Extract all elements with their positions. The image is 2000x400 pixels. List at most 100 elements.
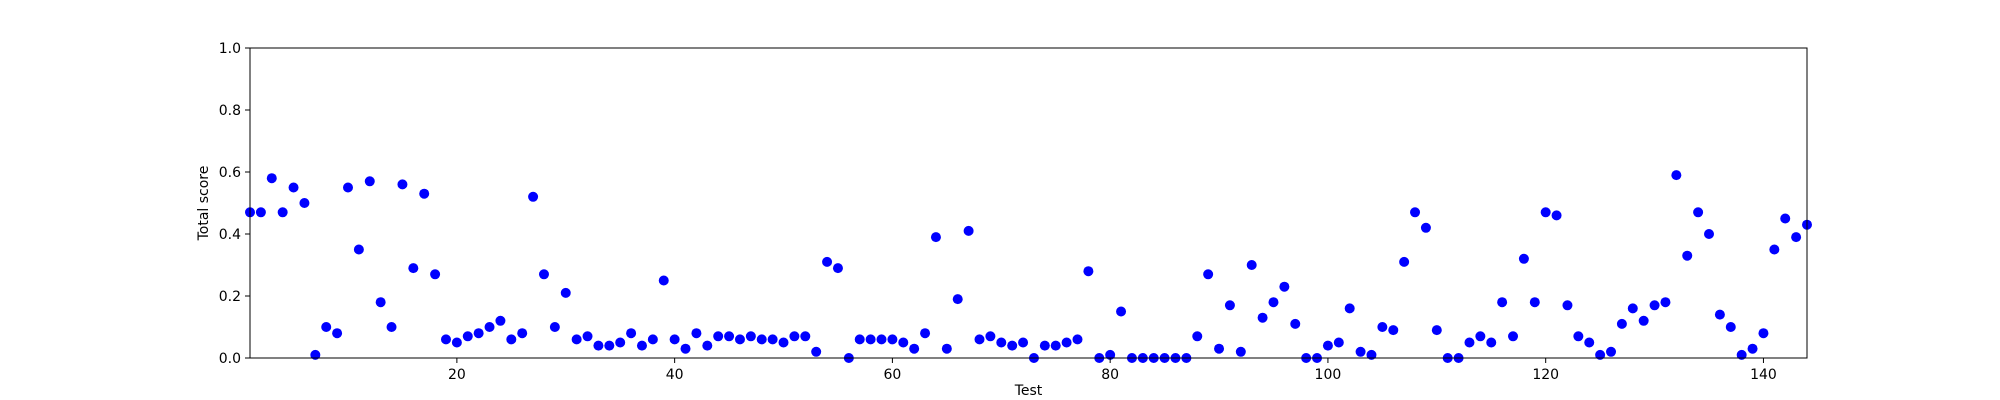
data-point bbox=[985, 331, 996, 342]
data-point bbox=[1007, 340, 1018, 351]
data-point bbox=[1399, 256, 1410, 267]
data-point bbox=[1606, 346, 1617, 357]
data-point bbox=[1573, 331, 1584, 342]
data-point bbox=[1344, 303, 1355, 314]
data-point bbox=[517, 328, 528, 339]
data-point bbox=[974, 334, 985, 345]
data-point bbox=[1780, 213, 1791, 224]
x-tick-label: 60 bbox=[883, 367, 901, 383]
data-point bbox=[1704, 229, 1715, 239]
data-point bbox=[1747, 343, 1758, 354]
data-point bbox=[1464, 337, 1475, 348]
data-point bbox=[386, 322, 397, 332]
data-point bbox=[277, 207, 288, 218]
data-point bbox=[430, 269, 441, 280]
data-point bbox=[375, 297, 386, 308]
data-point bbox=[582, 331, 593, 342]
data-point bbox=[636, 340, 647, 351]
data-point bbox=[1050, 340, 1061, 351]
y-tick-label: 0.4 bbox=[219, 227, 241, 243]
data-point bbox=[266, 173, 277, 184]
data-point bbox=[920, 328, 931, 339]
data-point bbox=[1431, 325, 1442, 336]
data-point bbox=[909, 343, 920, 354]
data-point bbox=[952, 294, 963, 305]
data-point bbox=[1192, 331, 1203, 342]
data-point bbox=[1018, 337, 1029, 348]
data-point bbox=[1410, 207, 1421, 218]
data-point bbox=[1595, 349, 1606, 360]
data-point bbox=[756, 334, 767, 345]
y-tick-label: 0.6 bbox=[219, 165, 241, 181]
data-point bbox=[800, 331, 811, 342]
y-tick-label: 0.0 bbox=[219, 351, 241, 367]
data-point bbox=[1627, 303, 1638, 314]
data-point bbox=[865, 334, 876, 345]
data-point bbox=[1116, 306, 1127, 317]
plot-frame bbox=[249, 47, 1808, 359]
data-point bbox=[1725, 322, 1736, 332]
data-point bbox=[1235, 346, 1246, 357]
data-point bbox=[397, 179, 408, 190]
x-axis-ticks: 20 40 60 80 100 120 140 bbox=[448, 358, 1777, 383]
data-point bbox=[930, 232, 941, 243]
data-point bbox=[299, 198, 310, 208]
y-tick-label: 0.8 bbox=[219, 103, 241, 119]
data-point bbox=[1039, 340, 1050, 351]
data-point bbox=[734, 334, 745, 345]
y-axis-ticks: 0.0 0.2 0.4 0.6 0.8 1.0 bbox=[219, 41, 250, 367]
data-point bbox=[1584, 337, 1595, 348]
data-point bbox=[408, 263, 419, 274]
data-point bbox=[419, 188, 430, 199]
data-point bbox=[887, 334, 898, 345]
data-point bbox=[353, 244, 364, 255]
data-point bbox=[321, 322, 332, 332]
data-point bbox=[451, 337, 462, 348]
data-point bbox=[593, 340, 604, 351]
data-point bbox=[1562, 300, 1573, 311]
data-point bbox=[832, 263, 843, 274]
data-point bbox=[1061, 337, 1072, 348]
data-point bbox=[255, 207, 266, 218]
data-point bbox=[288, 182, 299, 193]
data-point bbox=[1758, 328, 1769, 339]
data-point bbox=[996, 337, 1007, 348]
data-point bbox=[789, 331, 800, 342]
data-point bbox=[702, 340, 713, 351]
data-point bbox=[1486, 337, 1497, 348]
x-tick-label: 20 bbox=[448, 367, 466, 383]
data-point bbox=[528, 191, 539, 202]
y-axis-label: Total score bbox=[196, 166, 212, 242]
data-point bbox=[1529, 297, 1540, 308]
data-point bbox=[1660, 297, 1671, 308]
data-point bbox=[1322, 340, 1333, 351]
data-point bbox=[691, 328, 702, 339]
data-point bbox=[1649, 300, 1660, 311]
data-point bbox=[626, 328, 637, 339]
data-point bbox=[1355, 346, 1366, 357]
data-point bbox=[310, 349, 321, 360]
data-point bbox=[745, 331, 756, 342]
data-point bbox=[1214, 343, 1225, 354]
data-point bbox=[941, 343, 952, 354]
data-point bbox=[1388, 325, 1399, 336]
data-point bbox=[342, 182, 353, 193]
x-axis-label: Test bbox=[1014, 383, 1043, 399]
data-point bbox=[1224, 300, 1235, 311]
data-point bbox=[1518, 253, 1529, 264]
data-point bbox=[332, 328, 343, 339]
data-point bbox=[778, 337, 789, 348]
data-point bbox=[811, 346, 822, 357]
data-point bbox=[549, 322, 560, 332]
data-point bbox=[440, 334, 451, 345]
data-point bbox=[1203, 269, 1214, 280]
data-point bbox=[1475, 331, 1486, 342]
x-tick-label: 40 bbox=[666, 367, 684, 383]
data-point bbox=[615, 337, 626, 348]
data-point bbox=[484, 322, 495, 332]
data-point bbox=[506, 334, 517, 345]
data-point bbox=[571, 334, 582, 345]
data-point bbox=[1769, 244, 1780, 255]
data-point bbox=[1671, 170, 1682, 181]
data-point bbox=[1083, 266, 1094, 277]
